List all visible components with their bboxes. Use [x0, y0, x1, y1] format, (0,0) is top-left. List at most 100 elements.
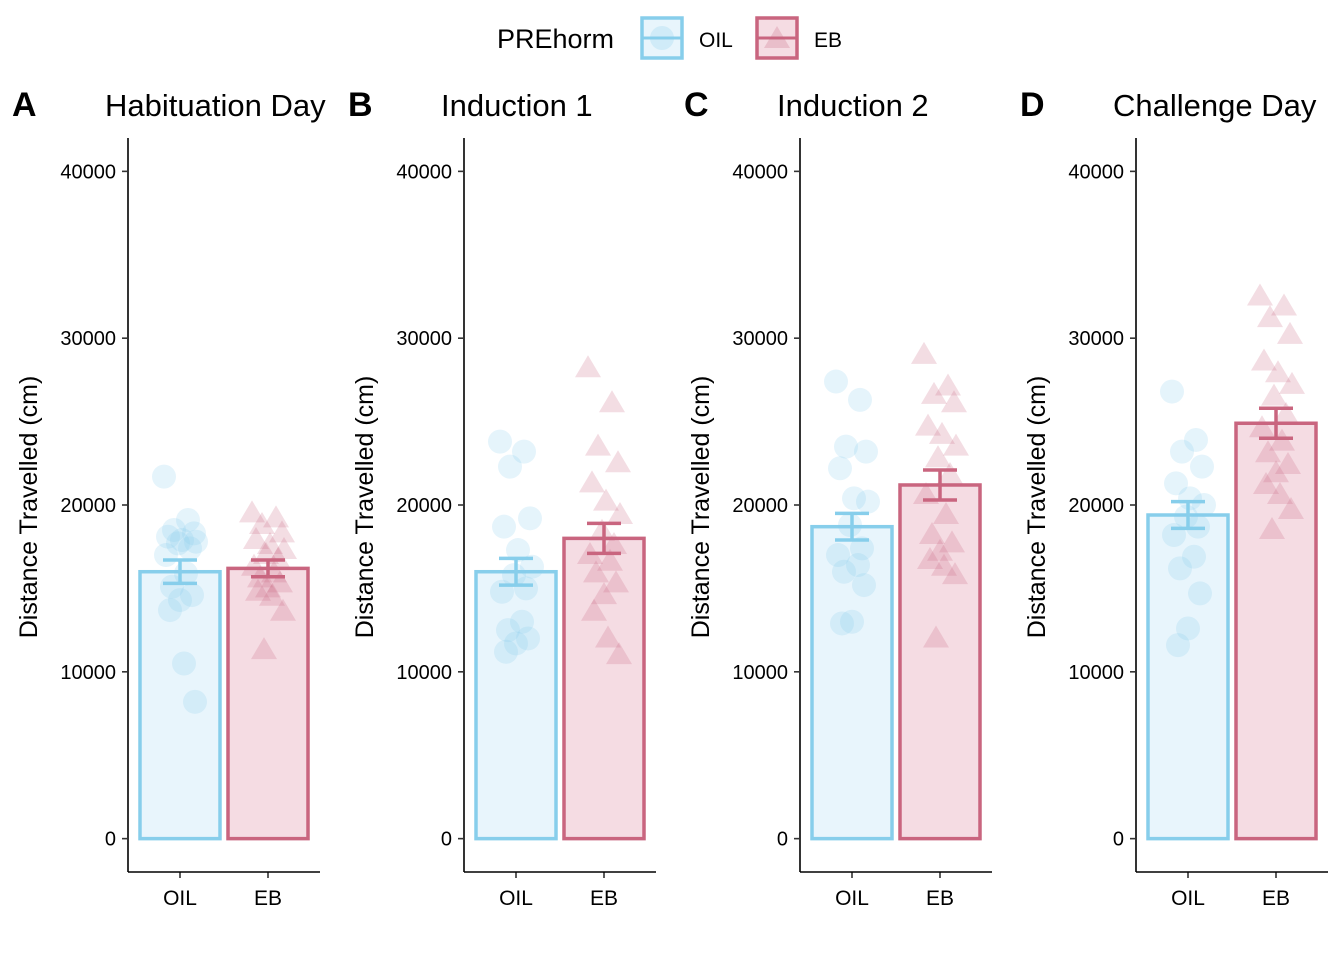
data-point — [838, 513, 862, 538]
bar-oil — [810, 524, 894, 841]
data-point — [575, 355, 601, 378]
data-point — [846, 553, 870, 578]
data-point — [1279, 371, 1305, 394]
data-point — [583, 560, 609, 583]
data-point — [184, 529, 208, 554]
data-point — [514, 576, 538, 601]
panel-title: Challenge Day — [1113, 88, 1317, 123]
data-point — [925, 445, 951, 468]
data-point — [1265, 360, 1291, 383]
data-point — [267, 570, 293, 593]
y-axis-label: Distance Travelled (cm) — [15, 376, 43, 639]
data-point — [943, 433, 969, 456]
data-point — [931, 553, 957, 576]
data-point — [824, 369, 848, 394]
data-point — [585, 433, 611, 456]
data-point — [182, 521, 206, 546]
data-point — [933, 502, 959, 525]
data-point — [1170, 439, 1194, 464]
y-axis-label: Distance Travelled (cm) — [351, 376, 379, 639]
x-tick-label: EB — [590, 887, 618, 910]
panel-title: Induction 1 — [441, 88, 593, 123]
y-tick-label: 30000 — [60, 328, 116, 350]
data-point — [496, 618, 520, 643]
data-point — [504, 631, 528, 656]
error-bar — [587, 521, 621, 556]
panel-b: B Induction 1 Distance Travelled (cm) OIL EB… — [348, 86, 656, 910]
x-tick-label: OIL — [1171, 887, 1205, 910]
error-bar — [163, 558, 197, 586]
y-tick-label: 20000 — [396, 495, 452, 517]
data-point — [850, 536, 874, 561]
bar-oil — [138, 569, 222, 841]
data-point — [1176, 616, 1200, 641]
data-point — [516, 626, 540, 651]
data-point — [158, 598, 182, 623]
data-point — [154, 543, 178, 568]
y-tick-label: 20000 — [732, 495, 788, 517]
y-tick-label: 20000 — [1068, 495, 1124, 517]
bar-oil — [1146, 513, 1230, 841]
data-point — [166, 531, 190, 556]
panel-tag: D — [1020, 86, 1045, 124]
data-point — [935, 373, 961, 396]
data-point — [1273, 401, 1299, 424]
data-point — [506, 538, 530, 563]
y-tick-label: 40000 — [732, 161, 788, 183]
data-point — [606, 642, 632, 665]
y-tick-label: 0 — [777, 829, 788, 851]
data-point — [832, 559, 856, 584]
y-axis-label: Distance Travelled (cm) — [687, 376, 715, 639]
data-point — [1249, 415, 1275, 438]
x-tick-label: EB — [926, 887, 954, 910]
data-point — [492, 514, 516, 539]
data-point — [854, 439, 878, 464]
data-point — [597, 548, 623, 571]
panel-tag: A — [12, 86, 37, 124]
data-point — [1267, 481, 1293, 504]
data-point — [178, 536, 202, 561]
data-point — [1257, 305, 1283, 328]
panel-d: D Challenge Day Distance Travelled (cm) OIL… — [1020, 86, 1328, 910]
data-point — [1255, 440, 1281, 463]
error-bar — [1171, 499, 1205, 531]
data-point — [257, 532, 283, 555]
data-point — [1164, 471, 1188, 496]
data-point — [830, 611, 854, 636]
data-point — [265, 547, 291, 570]
y-tick-label: 0 — [105, 829, 116, 851]
data-point — [170, 528, 194, 553]
data-point — [168, 588, 192, 613]
legend: PREhorm OIL EB — [497, 16, 842, 60]
data-point — [1261, 383, 1287, 406]
data-point — [498, 454, 522, 479]
y-tick-label: 0 — [1113, 829, 1124, 851]
data-point — [1259, 517, 1285, 540]
data-point — [494, 639, 518, 664]
error-bar — [1259, 406, 1293, 441]
data-point — [1275, 451, 1301, 474]
data-point — [1192, 493, 1216, 517]
panel-tag: B — [348, 86, 373, 124]
data-point — [251, 637, 277, 660]
data-point — [1174, 504, 1198, 529]
data-point — [929, 421, 955, 444]
panel-tag: C — [684, 86, 709, 124]
y-tick-label: 10000 — [1068, 662, 1124, 684]
data-point — [488, 429, 512, 454]
data-point — [271, 537, 297, 560]
data-point — [826, 543, 850, 568]
data-point — [917, 547, 943, 570]
y-axis-label: Distance Travelled (cm) — [1023, 376, 1051, 639]
x-tick-label: EB — [254, 887, 282, 910]
bar-eb — [898, 483, 982, 841]
data-point — [601, 532, 627, 555]
data-point — [919, 522, 945, 545]
bar-eb — [1234, 421, 1318, 841]
data-point — [834, 434, 858, 459]
data-point — [512, 439, 536, 464]
data-point — [1182, 544, 1206, 569]
data-point — [607, 502, 633, 525]
data-point — [1247, 283, 1273, 306]
